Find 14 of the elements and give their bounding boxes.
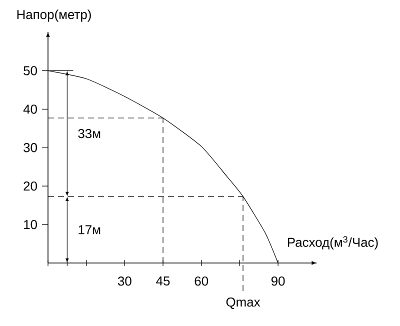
x-tick-label: 90 [271, 276, 285, 286]
annotation: 17м [78, 225, 100, 234]
ref-line-label: Qmax [226, 298, 260, 310]
y-tick-label: 40 [23, 104, 37, 114]
y-tick-label: 20 [24, 181, 37, 191]
y-axis-title: Напор(метр) [17, 10, 91, 22]
x-axis-title: Расход(м$^{3}$/Час) [288, 236, 378, 250]
x-tick-label: 60 [194, 276, 208, 286]
y-tick-label: 10 [24, 220, 37, 230]
x-tick-label: 30 [118, 276, 132, 286]
x-tick-label: 45 [156, 276, 170, 286]
y-tick-label: 30 [24, 143, 37, 152]
annotation: 33м [78, 128, 100, 138]
y-tick-label: 50 [24, 66, 37, 76]
